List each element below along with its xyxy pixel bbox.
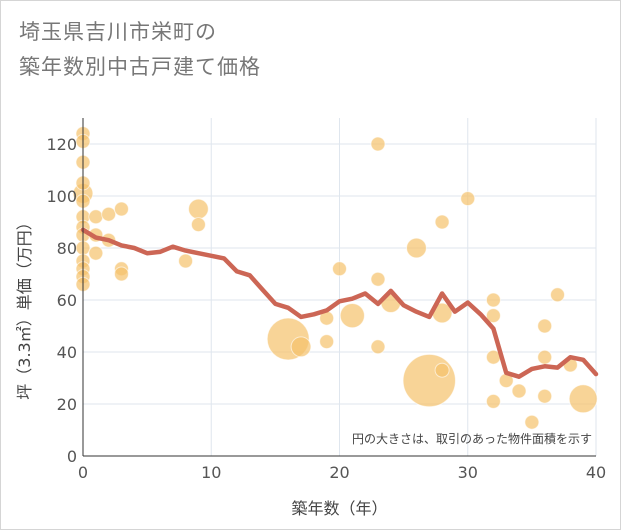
chart-title-line-1: 埼玉県吉川市栄町の (19, 20, 217, 44)
data-point (537, 318, 553, 334)
x-axis-label: 築年数（年） (291, 499, 387, 518)
data-point (339, 302, 365, 329)
x-tick-label: 0 (78, 463, 88, 482)
data-point (434, 214, 450, 230)
x-tick-label: 20 (329, 463, 349, 482)
data-point (485, 308, 501, 324)
data-point (370, 271, 386, 287)
y-axis-label: 坪（3.3㎡）単価（万円） (15, 214, 34, 399)
data-point (568, 384, 598, 414)
data-point (550, 287, 566, 303)
x-tick-label: 30 (458, 463, 478, 482)
tick-labels: 0 20 40 60 80 100 120 0 10 20 30 40 (46, 135, 606, 482)
data-point (290, 336, 312, 358)
data-point (190, 217, 206, 233)
bubble-size-note: 円の大きさは、取引のあった物件面積を示す (352, 431, 592, 446)
data-point (101, 206, 117, 222)
data-point (485, 393, 501, 409)
y-tick-label: 60 (57, 291, 77, 310)
y-tick-label: 20 (57, 395, 77, 414)
data-point (402, 353, 456, 408)
x-tick-label: 40 (586, 463, 606, 482)
data-point (370, 339, 386, 355)
y-tick-label: 80 (57, 239, 77, 258)
data-point (178, 253, 194, 269)
trend-line (80, 227, 599, 379)
data-point (485, 292, 501, 308)
chart-title: 埼玉県吉川市栄町の 築年数別中古戸建て価格 (19, 15, 261, 85)
data-point (332, 261, 347, 277)
trend-line-group (80, 227, 599, 379)
data-point (113, 201, 129, 217)
data-point (319, 334, 335, 350)
y-tick-label: 120 (46, 135, 77, 154)
chart-title-line-2: 築年数別中古戸建て価格 (19, 55, 261, 79)
x-tick-label: 10 (201, 463, 221, 482)
data-point (113, 266, 129, 282)
data-point (188, 198, 209, 220)
y-tick-label: 100 (46, 187, 77, 206)
data-point (370, 136, 386, 152)
grid (82, 118, 597, 457)
data-point (434, 362, 450, 378)
data-point (460, 191, 476, 207)
data-point (88, 245, 104, 261)
data-point (524, 414, 540, 430)
data-point (406, 237, 427, 259)
data-point (537, 388, 553, 404)
data-point (537, 349, 553, 365)
y-tick-label: 40 (57, 343, 77, 362)
bubbles (72, 126, 598, 430)
data-point (511, 383, 527, 399)
axes (82, 118, 596, 457)
y-tick-label: 0 (67, 447, 77, 466)
data-point (88, 209, 104, 225)
